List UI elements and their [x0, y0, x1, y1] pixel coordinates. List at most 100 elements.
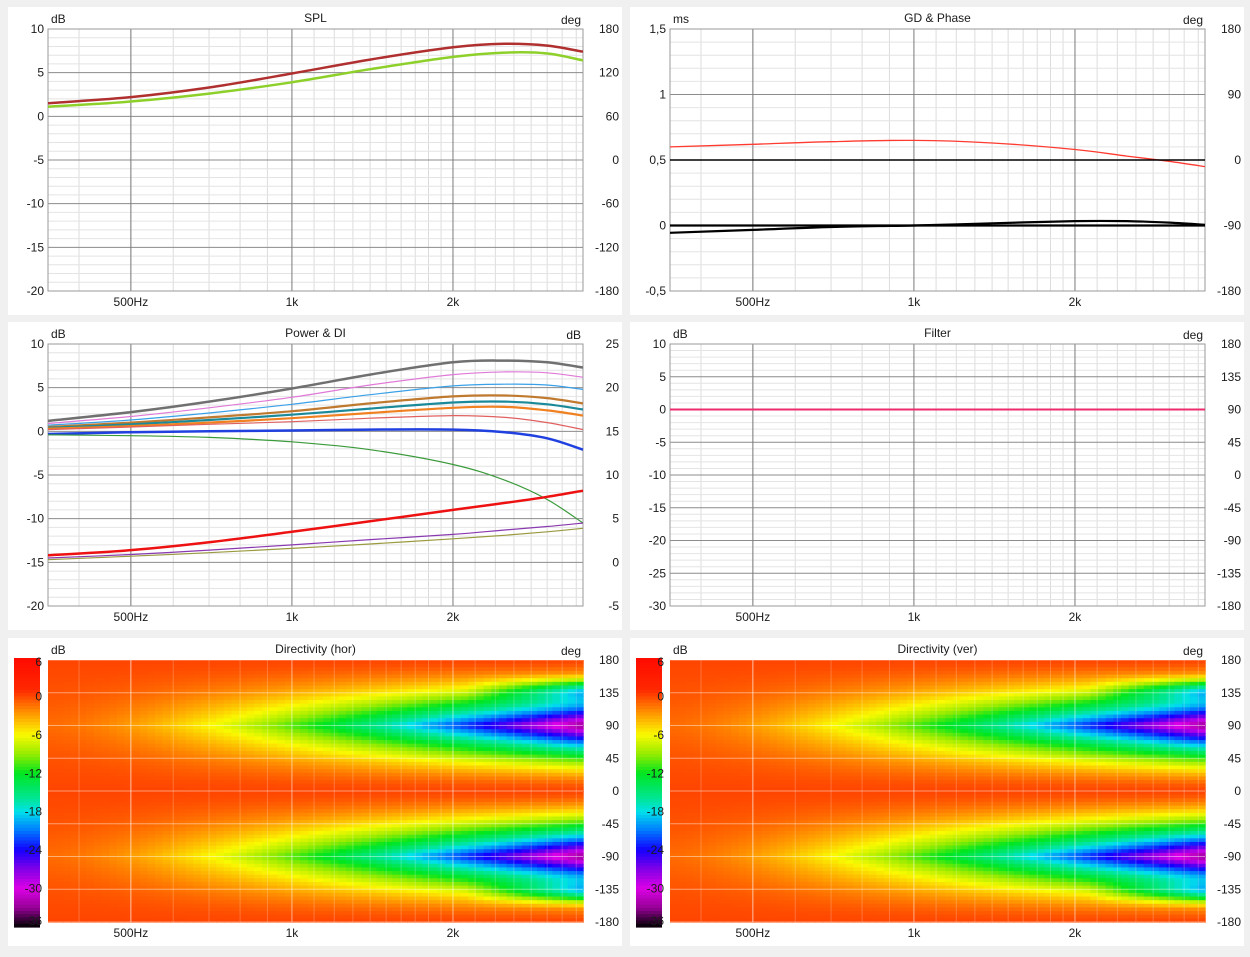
heatmap-cell [231, 761, 240, 767]
heatmap-cell [254, 678, 263, 683]
heatmap-cell [521, 725, 531, 730]
heatmap-cell [361, 736, 370, 741]
heatmap-cell [147, 831, 156, 836]
right-tick-label: 5 [612, 512, 619, 526]
heatmap-cell [269, 911, 278, 916]
heatmap-cell [63, 660, 72, 665]
heatmap-cell [307, 703, 317, 709]
heatmap-cell [445, 787, 454, 792]
heatmap-cell [369, 678, 378, 683]
heatmap-cell [254, 907, 263, 912]
heatmap-cell [93, 743, 103, 749]
heatmap-cell [200, 692, 210, 698]
heatmap-cell [437, 689, 447, 694]
heatmap-cell [170, 841, 179, 847]
heatmap-cell [529, 663, 538, 668]
heatmap-cell [200, 823, 210, 829]
heatmap-cell [48, 678, 57, 683]
heatmap-cell [422, 889, 431, 894]
heatmap-cell [506, 685, 515, 690]
heatmap-cell [124, 823, 133, 829]
heatmap-cell [185, 758, 194, 763]
heatmap-cell [521, 798, 531, 803]
heatmap-cell [139, 878, 149, 883]
heatmap-cell [422, 761, 431, 767]
heatmap-cell [422, 892, 431, 898]
heatmap-cell [391, 685, 401, 690]
heatmap-cell [422, 703, 431, 709]
heatmap-cell [93, 863, 103, 869]
heatmap-cell [86, 794, 95, 799]
heatmap-cell [346, 812, 355, 818]
heatmap-cell [55, 718, 64, 723]
heatmap-cell [101, 776, 110, 781]
heatmap-cell [101, 681, 110, 687]
heatmap-cell [208, 914, 217, 920]
heatmap-cell [284, 805, 294, 810]
heatmap-cell [453, 754, 462, 759]
heatmap-cell [277, 812, 286, 818]
heatmap-cell [468, 900, 477, 905]
heatmap-cell [399, 892, 408, 898]
heatmap-cell [246, 721, 256, 727]
heatmap-cell [514, 871, 523, 876]
heatmap-cell [353, 798, 363, 803]
heatmap-cell [116, 871, 126, 876]
heatmap-cell [407, 918, 416, 923]
heatmap-cell [422, 780, 431, 785]
heatmap-cell [101, 729, 110, 734]
heatmap-cell [231, 867, 240, 872]
chart-title: GD & Phase [904, 11, 971, 25]
heatmap-cell [323, 809, 332, 814]
heatmap-cell [177, 863, 187, 869]
heatmap-cell [361, 660, 370, 665]
heatmap-cell [491, 747, 500, 752]
heatmap-cell [376, 791, 385, 796]
heatmap-cell [223, 670, 233, 676]
heatmap-cell [269, 743, 278, 749]
heatmap-cell [262, 740, 271, 745]
heatmap-cell [300, 692, 309, 698]
heatmap-cell [63, 849, 72, 854]
heatmap-cell [162, 863, 171, 869]
heatmap-cell [101, 670, 110, 676]
heatmap-cell [361, 750, 370, 756]
heatmap-cell [78, 885, 87, 890]
heatmap-cell [284, 812, 294, 818]
heatmap-cell [529, 765, 538, 770]
heatmap-cell [346, 660, 355, 665]
heatmap-cell [147, 849, 156, 854]
heatmap-cell [460, 776, 470, 781]
heatmap-cell [254, 758, 263, 763]
heatmap-cell [177, 845, 187, 850]
heatmap-cell [200, 860, 210, 865]
heatmap-cell [170, 911, 179, 916]
heatmap-cell [55, 801, 64, 807]
heatmap-cell [460, 881, 470, 887]
heatmap-cell [292, 889, 301, 894]
heatmap-cell [506, 678, 515, 683]
heatmap-cell [177, 772, 187, 778]
heatmap-cell [422, 831, 431, 836]
heatmap-cell [430, 660, 439, 665]
heatmap-cell [430, 743, 439, 749]
heatmap-cell [239, 827, 248, 832]
heatmap-cell [70, 892, 80, 898]
heatmap-cell [109, 754, 118, 759]
heatmap-cell [445, 834, 454, 840]
heatmap-cell [323, 660, 332, 665]
heatmap-cell [231, 805, 240, 810]
heatmap-cell [284, 845, 294, 850]
heatmap-cell [200, 663, 210, 668]
heatmap-cell [491, 896, 500, 901]
heatmap-cell [460, 663, 470, 668]
heatmap-cell [262, 780, 271, 785]
heatmap-cell [292, 878, 301, 883]
heatmap-cell [399, 780, 408, 785]
heatmap-cell [109, 776, 118, 781]
heatmap-cell [437, 845, 447, 850]
heatmap-cell [468, 878, 477, 883]
heatmap-cell [476, 838, 485, 843]
heatmap-cell [223, 747, 233, 752]
